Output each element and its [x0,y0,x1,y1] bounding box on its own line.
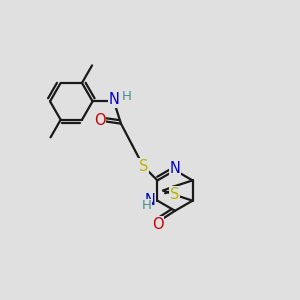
Text: N: N [144,193,155,208]
Text: N: N [108,92,119,107]
Text: H: H [122,90,131,103]
Text: H: H [142,199,152,212]
Text: S: S [170,187,179,202]
Text: O: O [152,217,164,232]
Text: S: S [139,159,148,174]
Text: O: O [94,113,106,128]
Text: N: N [169,161,180,176]
